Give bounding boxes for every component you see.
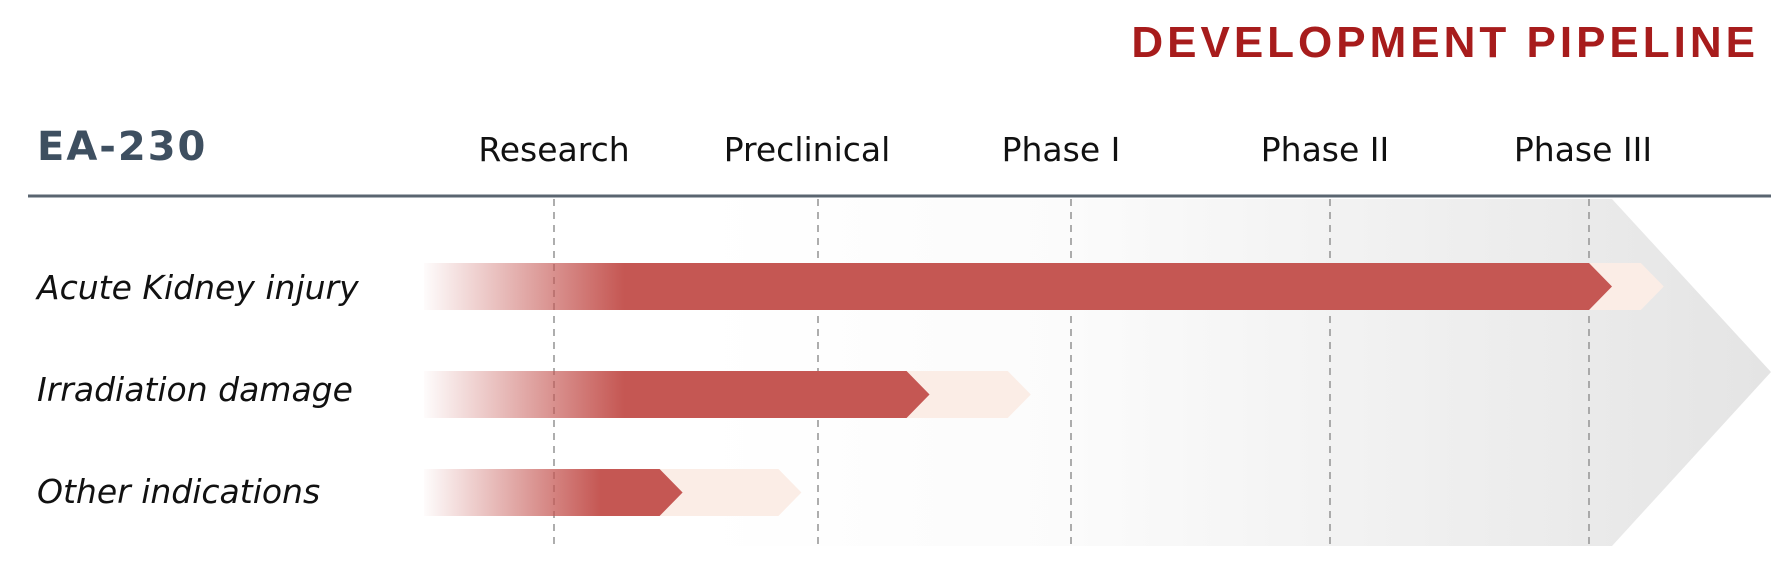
page-title: DEVELOPMENT PIPELINE [1131,18,1759,67]
progress-bar-irradiation [424,371,930,418]
product-name: EA-230 [37,124,208,170]
stage-label-preclinical: Preclinical [723,130,891,169]
indication-label-irradiation: Irradiation damage [37,370,353,409]
stage-label-phase-1: Phase I [1001,130,1121,169]
stage-label-phase-2: Phase II [1260,130,1390,169]
indication-label-other: Other indications [37,472,321,511]
target-arrow-other [639,469,802,516]
progress-bar-other [424,469,683,516]
progress-bar-aki [424,263,1612,310]
stage-label-research: Research [478,130,630,169]
target-arrow-irradiation [886,371,1031,418]
stage-label-phase-3: Phase III [1513,130,1653,169]
indication-label-aki: Acute Kidney injury [37,268,359,307]
